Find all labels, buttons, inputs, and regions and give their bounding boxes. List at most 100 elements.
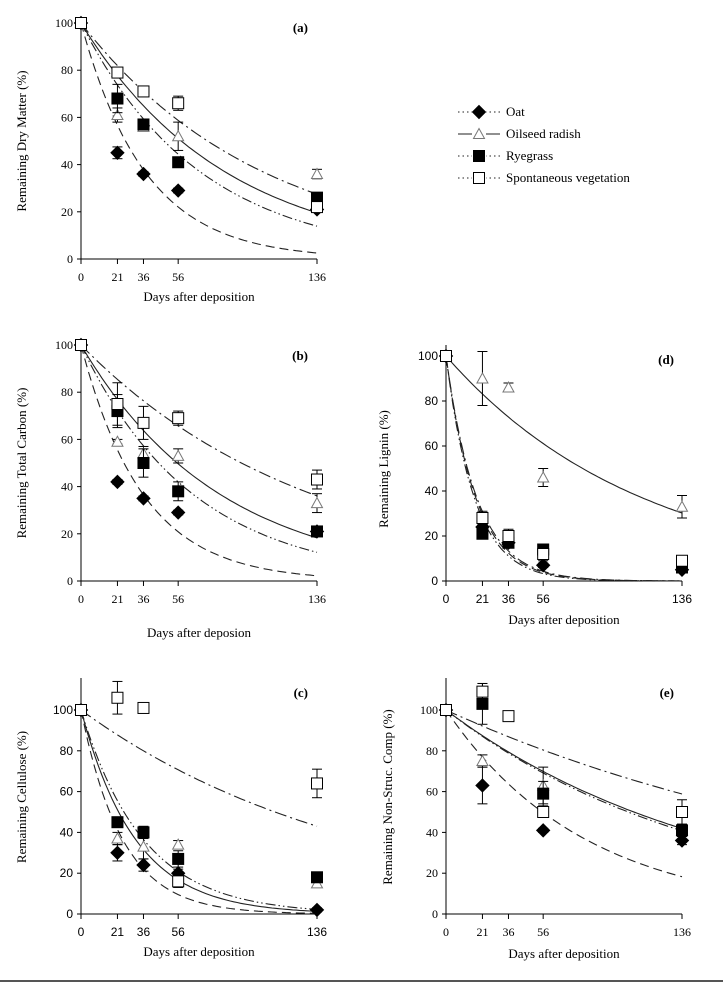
ryegrass-marker [172,852,185,865]
ryegrass-marker [537,787,550,800]
x-tick-label: 136 [673,925,691,939]
x-tick-label: 0 [78,270,84,284]
fit-curve-oat [80,709,317,914]
legend-entry: Spontaneous vegetation [458,170,630,185]
bottom-rule [0,980,723,982]
fit-curve-oat [80,344,318,577]
oat-marker [170,505,186,520]
y-tick-label: 80 [425,394,439,408]
y-tick-label: 0 [432,907,438,921]
y-tick-label: 60 [60,785,74,799]
fit-curve-ryegrass [80,22,318,227]
x-axis-title: Days after deposition [143,289,255,304]
spontaneous-vegetation-marker [111,66,124,79]
legend-label: Ryegrass [506,148,553,163]
spontaneous-vegetation-marker [311,201,323,214]
x-tick-label: 36 [137,592,149,606]
series-spontaneous-vegetation [75,680,323,888]
legend-entry: Oat [458,104,525,120]
fit-curve-ryegrass [445,709,683,832]
y-axis-title: Remaining Dry Matter (%) [14,70,29,211]
y-tick-label: 60 [426,785,438,799]
panel-label: (e) [660,685,674,700]
x-tick-label: 21 [476,925,488,939]
y-tick-label: 40 [61,480,73,494]
spontaneous-vegetation-marker [473,172,485,184]
series-ryegrass [440,682,688,837]
spontaneous-vegetation-marker [676,554,688,567]
series-oilseed-radish [74,338,324,514]
y-tick-label: 60 [425,439,439,453]
y-tick-label: 0 [66,907,73,921]
oilseed-radish-marker [137,840,150,852]
x-tick-label: 0 [78,925,85,939]
y-tick-label: 100 [420,703,438,717]
panel-e: 0 20 40 60 80 100 0 21 36 56 136 Days after deposit… [380,678,691,961]
ryegrass-marker [311,871,323,884]
panel-b: 0 20 40 60 80 100 0 21 36 56 136 Days after deposio… [14,337,326,640]
x-tick-label: 0 [443,925,449,939]
spontaneous-vegetation-marker [311,473,323,486]
oilseed-radish-marker [310,167,324,180]
oilseed-radish-marker [476,371,489,384]
x-tick-label: 36 [137,925,151,939]
y-tick-label: 20 [60,866,74,880]
fit-curve-spontaneous-vegetation [445,355,682,582]
fit-curve-oat [445,355,682,582]
x-tick-label: 21 [111,270,123,284]
spontaneous-vegetation-marker [75,339,87,351]
y-tick-label: 0 [67,574,73,588]
spontaneous-vegetation-marker [440,350,452,362]
ryegrass-marker [137,457,150,469]
panel-label: (c) [294,685,308,700]
panel-label: (a) [293,20,308,35]
x-tick-label: 136 [308,592,326,606]
x-tick-label: 56 [172,270,184,284]
spontaneous-vegetation-marker [137,416,150,429]
spontaneous-vegetation-marker [75,704,87,716]
x-tick-label: 36 [502,925,514,939]
y-tick-label: 60 [61,432,73,446]
x-tick-label: 21 [111,925,125,939]
spontaneous-vegetation-marker [440,704,452,716]
ryegrass-marker [676,824,688,837]
legend-label: Oat [506,104,525,119]
legend-label: Spontaneous vegetation [506,170,630,185]
oilseed-radish-marker [111,435,124,447]
spontaneous-vegetation-marker [75,17,87,29]
spontaneous-vegetation-marker [502,530,515,542]
oat-marker [136,491,151,506]
series-ryegrass [440,350,688,574]
ryegrass-marker [476,527,489,540]
spontaneous-vegetation-marker [476,685,489,698]
y-axis-title: Remaining Lignin (%) [376,410,391,528]
oat-marker [535,823,551,838]
fit-curve-spontaneous-vegetation [80,22,318,195]
x-tick-label: 36 [502,592,516,606]
panel-label: (b) [292,348,308,363]
series-oilseed-radish [439,349,689,519]
oat-marker [309,902,325,918]
x-axis-title: Days after deposition [143,944,255,959]
y-tick-label: 40 [426,825,438,839]
x-tick-label: 0 [78,592,84,606]
y-axis-title: Remaining Non-Struc. Comp (%) [380,709,395,884]
oilseed-radish-marker [502,380,515,393]
fit-curve-oilseed-radish [80,22,318,214]
oilseed-radish-marker [171,129,185,142]
y-tick-label: 100 [418,349,438,363]
y-tick-label: 60 [61,110,73,124]
fit-curve-oilseed-radish [80,709,318,912]
ryegrass-marker [111,92,124,105]
fit-curve-spontaneous-vegetation [80,344,318,497]
oilseed-radish-marker [476,754,489,766]
spontaneous-vegetation-marker [111,691,124,704]
series-spontaneous-vegetation [75,17,323,214]
spontaneous-vegetation-marker [172,97,185,110]
oat-marker [110,845,125,861]
y-tick-label: 20 [61,205,73,219]
fit-curve-ryegrass [445,355,682,582]
y-axis-title: Remaining Total Carbon (%) [14,388,29,539]
fit-curve-spontaneous-vegetation [80,709,318,827]
spontaneous-vegetation-marker [172,412,185,425]
